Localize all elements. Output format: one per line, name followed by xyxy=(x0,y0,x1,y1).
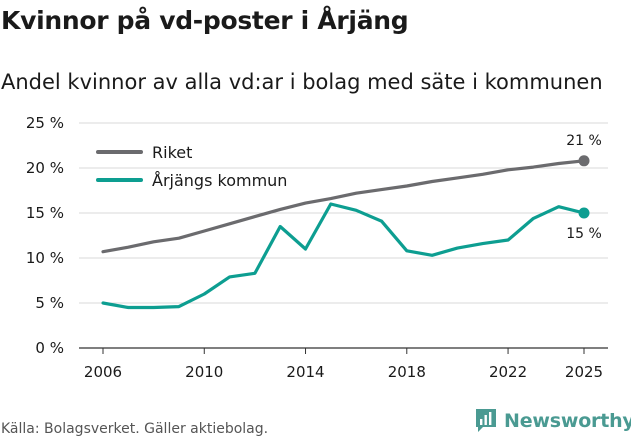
x-tick-label: 2010 xyxy=(185,363,223,381)
newsworthy-logo-icon xyxy=(476,409,496,432)
series-end-point xyxy=(578,207,590,219)
source-note: Källa: Bolagsverket. Gäller aktiebolag. xyxy=(1,421,269,437)
series-end-label: 21 % xyxy=(566,133,602,149)
x-tick-label: 2006 xyxy=(84,363,122,381)
legend-label: Riket xyxy=(152,143,192,162)
series-end-point xyxy=(578,155,590,167)
brand-logo: Newsworthy xyxy=(474,408,631,434)
series-end-label: 15 % xyxy=(566,226,602,242)
chart-subtitle: Andel kvinnor av alla vd:ar i bolag med … xyxy=(1,70,603,94)
x-tick-label: 2014 xyxy=(286,363,324,381)
legend-label: Årjängs kommun xyxy=(152,171,287,190)
y-tick-label: 5 % xyxy=(35,294,64,312)
y-tick-label: 15 % xyxy=(26,204,64,222)
y-tick-label: 0 % xyxy=(35,339,64,357)
series-line-riket xyxy=(101,159,586,254)
x-tick-label: 2025 xyxy=(565,363,603,381)
series-line-arjang xyxy=(101,202,586,310)
y-tick-label: 25 % xyxy=(26,114,64,132)
chart-title: Kvinnor på vd-poster i Årjäng xyxy=(1,6,409,35)
brand-name: Newsworthy xyxy=(504,410,631,432)
x-tick-label: 2018 xyxy=(388,363,426,381)
x-tick-label: 2022 xyxy=(489,363,527,381)
line-chart: 0 % 5 % 10 % 15 % 20 % 25 % 2006 2010 2014 2018 20… xyxy=(26,114,608,381)
y-tick-label: 10 % xyxy=(26,249,64,267)
y-tick-label: 20 % xyxy=(26,159,64,177)
